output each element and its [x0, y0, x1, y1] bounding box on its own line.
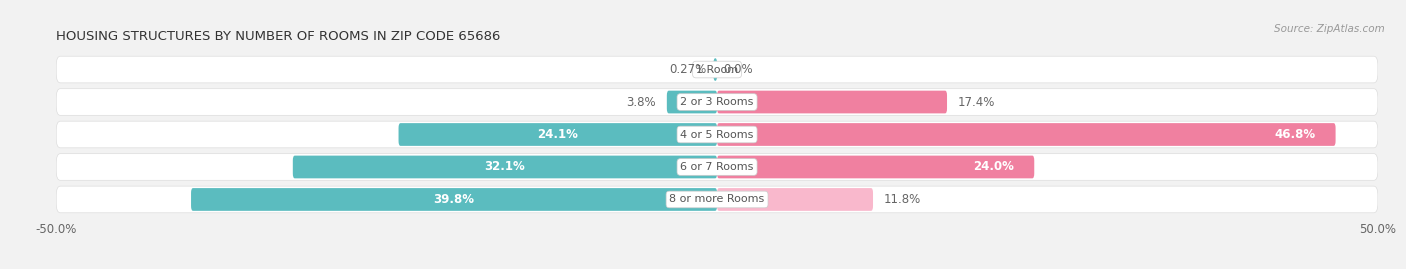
Text: 1 Room: 1 Room	[696, 65, 738, 75]
Text: 24.0%: 24.0%	[973, 161, 1014, 174]
Text: HOUSING STRUCTURES BY NUMBER OF ROOMS IN ZIP CODE 65686: HOUSING STRUCTURES BY NUMBER OF ROOMS IN…	[56, 30, 501, 43]
FancyBboxPatch shape	[717, 123, 1336, 146]
Text: 0.27%: 0.27%	[669, 63, 707, 76]
FancyBboxPatch shape	[56, 154, 1378, 180]
FancyBboxPatch shape	[717, 91, 948, 114]
Text: 24.1%: 24.1%	[537, 128, 578, 141]
FancyBboxPatch shape	[717, 188, 873, 211]
Text: 32.1%: 32.1%	[485, 161, 526, 174]
Text: 6 or 7 Rooms: 6 or 7 Rooms	[681, 162, 754, 172]
FancyBboxPatch shape	[56, 89, 1378, 115]
FancyBboxPatch shape	[713, 58, 717, 81]
Text: 0.0%: 0.0%	[724, 63, 754, 76]
FancyBboxPatch shape	[56, 186, 1378, 213]
FancyBboxPatch shape	[56, 56, 1378, 83]
Text: 39.8%: 39.8%	[433, 193, 475, 206]
Text: 2 or 3 Rooms: 2 or 3 Rooms	[681, 97, 754, 107]
Text: Source: ZipAtlas.com: Source: ZipAtlas.com	[1274, 24, 1385, 34]
FancyBboxPatch shape	[666, 91, 717, 114]
Text: 8 or more Rooms: 8 or more Rooms	[669, 194, 765, 204]
FancyBboxPatch shape	[398, 123, 717, 146]
Text: 4 or 5 Rooms: 4 or 5 Rooms	[681, 129, 754, 140]
FancyBboxPatch shape	[56, 121, 1378, 148]
Text: 3.8%: 3.8%	[627, 95, 657, 108]
FancyBboxPatch shape	[191, 188, 717, 211]
FancyBboxPatch shape	[717, 155, 1035, 178]
FancyBboxPatch shape	[292, 155, 717, 178]
Text: 11.8%: 11.8%	[883, 193, 921, 206]
Text: 17.4%: 17.4%	[957, 95, 995, 108]
Text: 46.8%: 46.8%	[1275, 128, 1316, 141]
